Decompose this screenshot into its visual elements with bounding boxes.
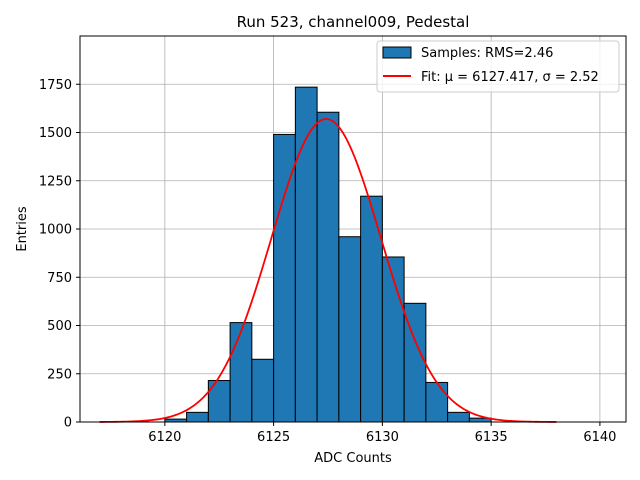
- axis-ticks: 6120 6125 6130 6135 6140 0 250 500 750 1000 1250 15…: [39, 78, 617, 445]
- y-tick-label: 500: [47, 319, 72, 334]
- x-tick-label: 6135: [475, 430, 508, 445]
- histogram-bar: [186, 411, 209, 423]
- y-tick-label: 250: [47, 367, 72, 382]
- fit-curve: [99, 118, 557, 423]
- x-tick-label: 6120: [148, 430, 181, 445]
- y-tick-label: 1000: [39, 223, 72, 238]
- x-axis-title: ADC Counts: [314, 451, 392, 466]
- y-tick-label: 1500: [39, 126, 72, 141]
- x-tick-label: 6140: [583, 430, 616, 445]
- y-axis-title: Entries: [15, 206, 30, 252]
- histogram-bars: [164, 86, 492, 423]
- x-tick-label: 6125: [257, 430, 290, 445]
- histogram-bar: [316, 111, 340, 423]
- histogram-bar: [381, 256, 405, 423]
- legend-swatch-histogram: [382, 46, 412, 59]
- y-tick-label: 1250: [39, 174, 72, 189]
- histogram-bar: [425, 381, 449, 423]
- histogram-bar: [338, 236, 362, 423]
- legend-label-fit: Fit: μ = 6127.417, σ = 2.52: [421, 70, 599, 85]
- chart-title: Run 523, channel009, Pedestal: [237, 13, 470, 31]
- histogram-bar: [229, 322, 253, 423]
- legend: Samples: RMS=2.46 Fit: μ = 6127.417, σ =…: [376, 40, 620, 93]
- fit-curve-layer: [99, 118, 557, 423]
- y-tick-label: 750: [47, 271, 72, 286]
- legend-box: [376, 40, 620, 93]
- y-tick-label: 0: [64, 416, 72, 431]
- legend-label-histogram: Samples: RMS=2.46: [421, 46, 553, 61]
- histogram-bar: [251, 358, 275, 423]
- histogram-bar: [273, 133, 296, 423]
- histogram-bar: [447, 411, 470, 423]
- x-tick-label: 6130: [366, 430, 399, 445]
- y-tick-label: 1750: [39, 78, 72, 93]
